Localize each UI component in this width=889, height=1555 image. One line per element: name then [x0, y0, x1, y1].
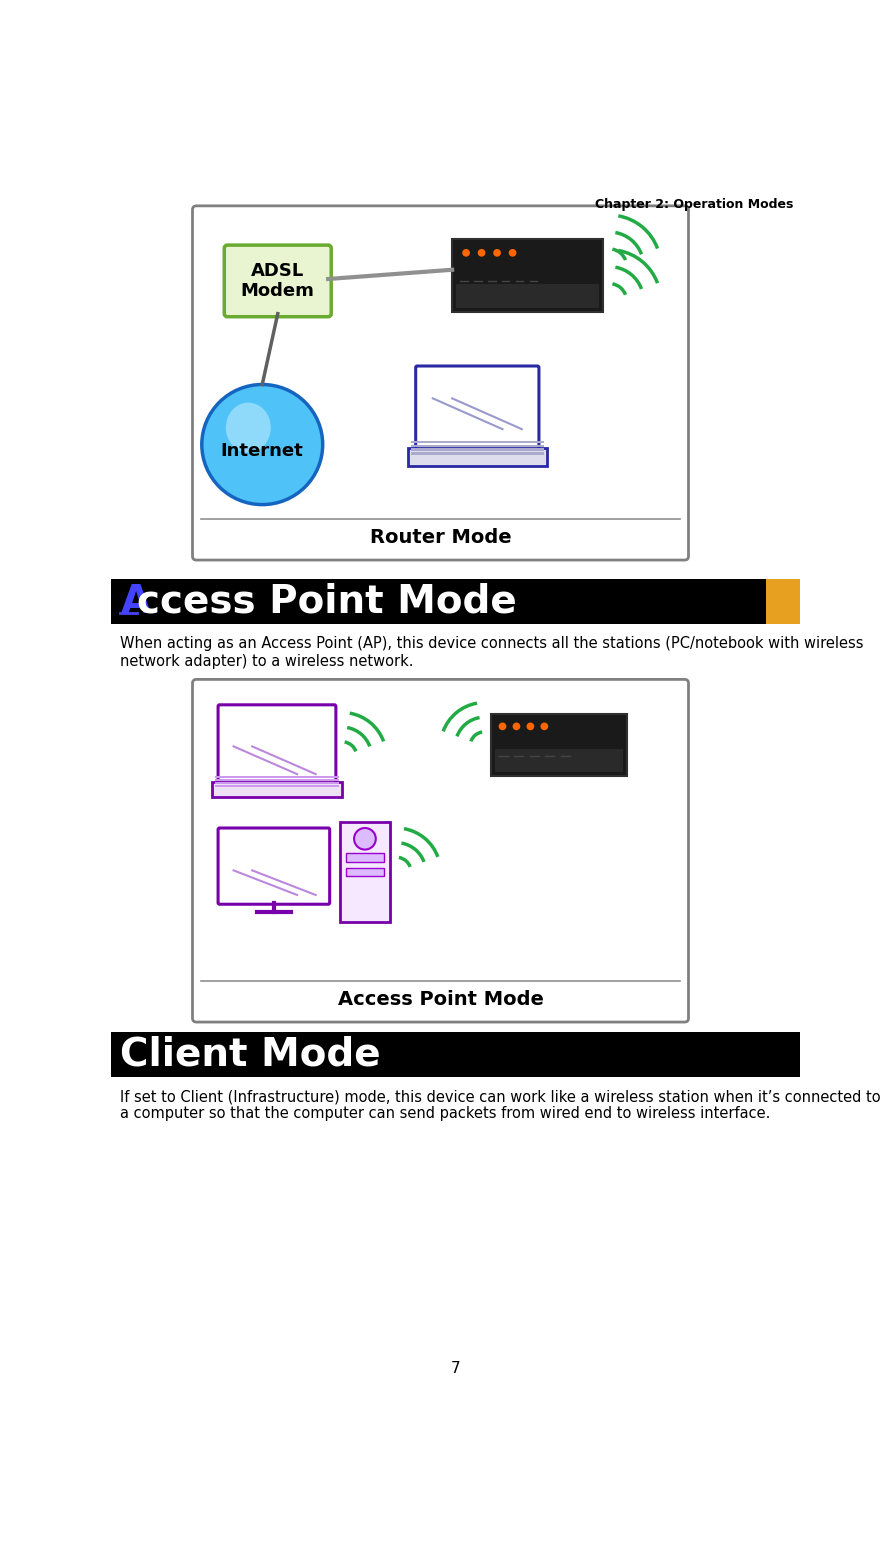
Circle shape [499, 723, 507, 731]
Circle shape [202, 384, 323, 505]
Ellipse shape [226, 403, 271, 453]
Bar [411, 448, 543, 451]
Bar [111, 580, 766, 624]
Text: ADSL
Modem: ADSL Modem [241, 261, 315, 300]
Bar [491, 714, 627, 776]
Circle shape [513, 723, 520, 731]
Bar [411, 453, 543, 454]
FancyBboxPatch shape [224, 246, 332, 317]
Bar [215, 782, 339, 784]
Bar [340, 823, 390, 922]
FancyBboxPatch shape [218, 704, 336, 785]
Bar [215, 776, 339, 778]
Bar [408, 448, 547, 466]
Circle shape [462, 249, 470, 257]
Text: A: A [120, 583, 150, 620]
Circle shape [509, 249, 517, 257]
FancyBboxPatch shape [193, 680, 688, 1022]
Text: ccess Point Mode: ccess Point Mode [138, 583, 517, 620]
Circle shape [493, 249, 501, 257]
FancyBboxPatch shape [218, 827, 330, 905]
Bar [456, 283, 599, 308]
Bar [346, 868, 384, 875]
Bar [453, 239, 604, 313]
Bar [215, 779, 339, 781]
Bar [766, 580, 800, 624]
Bar [411, 445, 543, 446]
FancyBboxPatch shape [193, 205, 688, 560]
Text: Router Mode: Router Mode [370, 529, 511, 547]
Text: Access Point Mode: Access Point Mode [338, 991, 543, 1009]
Bar [212, 782, 342, 798]
Circle shape [477, 249, 485, 257]
Text: When acting as an Access Point (AP), this device connects all the stations (PC/n: When acting as an Access Point (AP), thi… [120, 636, 864, 669]
Text: Chapter 2: Operation Modes: Chapter 2: Operation Modes [595, 197, 793, 211]
Text: If set to Client (Infrastructure) mode, this device can work like a wireless sta: If set to Client (Infrastructure) mode, … [120, 1088, 881, 1121]
FancyBboxPatch shape [416, 365, 539, 449]
Bar [346, 852, 384, 861]
Bar [411, 440, 543, 443]
Circle shape [354, 827, 376, 849]
Text: 7: 7 [451, 1361, 460, 1376]
Bar [495, 748, 622, 771]
Bar [215, 785, 339, 787]
Circle shape [526, 723, 534, 731]
Bar [111, 1033, 800, 1076]
Circle shape [541, 723, 549, 731]
Text: Internet: Internet [220, 442, 304, 460]
Text: Client Mode: Client Mode [120, 1036, 381, 1073]
